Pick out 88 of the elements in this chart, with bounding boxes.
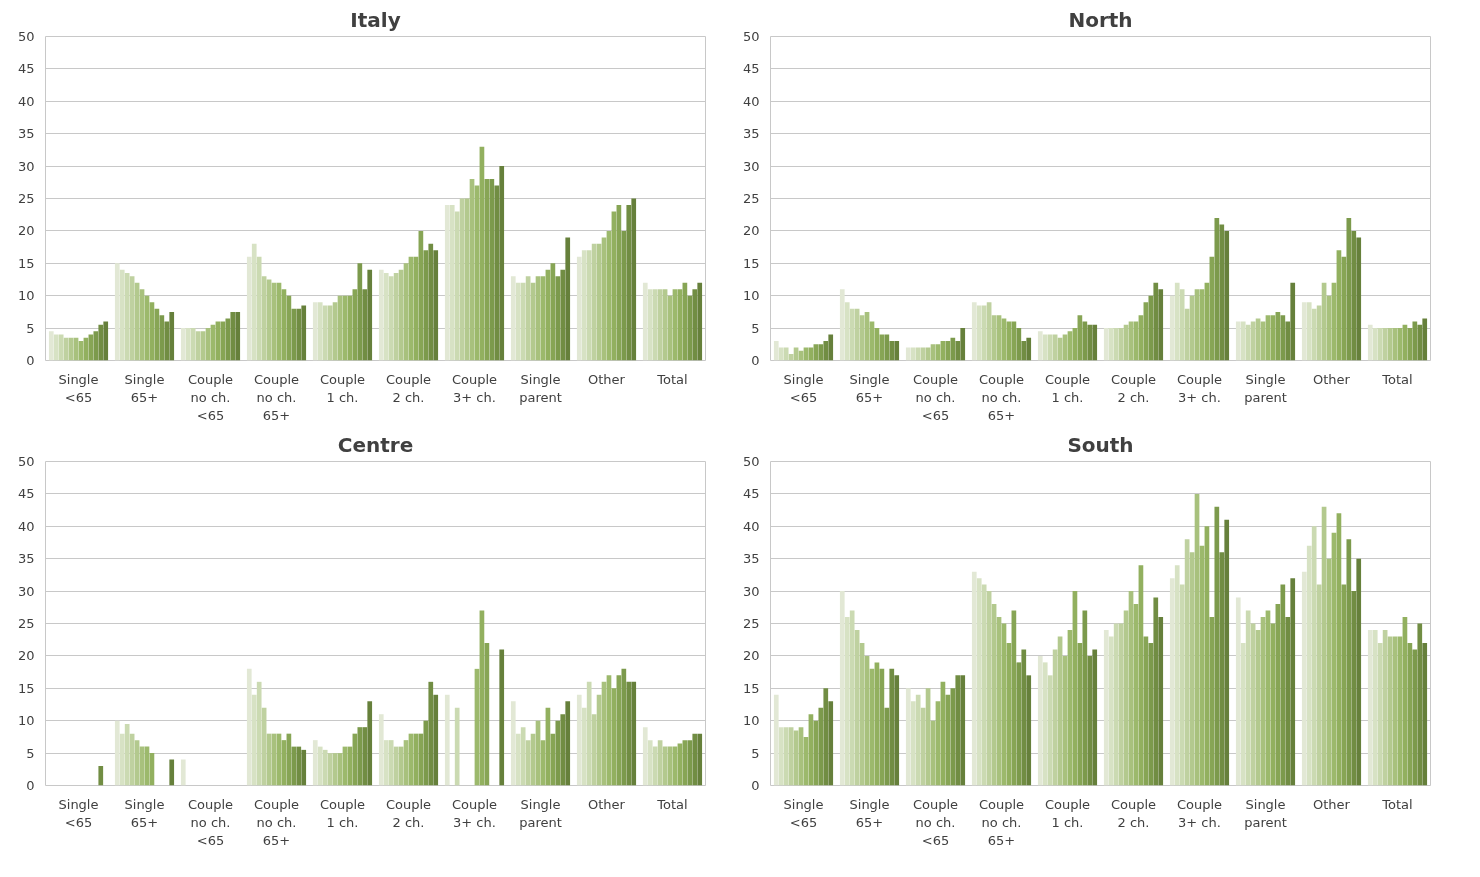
x-tick-label: Single 65+ [849,796,890,830]
x-tick-label: Couple no ch. <65 [187,371,234,423]
x-tick-label: Total [1381,796,1413,812]
y-tick-label: 5 [26,320,35,336]
y-tick-label: 20 [742,648,760,664]
x-tick-label: Couple 2 ch. [1110,796,1157,830]
chart-title: Italy [350,7,401,32]
y-tick-label: 10 [17,288,35,304]
x-tick-label: Single 65+ [124,371,165,405]
x-tick-label: Couple 2 ch. [385,796,432,830]
x-tick-label: Single parent [1244,796,1287,830]
y-tick-label: 10 [17,713,35,729]
x-tick-label: Total [656,796,688,812]
x-tick-label: Other [1313,796,1351,812]
x-tick-label: Couple 3+ ch. [451,796,498,830]
y-tick-label: 0 [751,353,760,368]
x-tick-label: Single <65 [58,371,99,405]
y-tick-label: 25 [742,191,760,206]
y-tick-label: 40 [742,93,760,109]
y-tick-label: 15 [742,255,760,271]
x-tick-label: Couple no ch. 65+ [978,796,1025,848]
x-tick-label: Couple no ch. <65 [912,371,959,423]
y-tick-label: 45 [742,61,760,77]
y-tick-label: 15 [17,255,35,271]
x-tick-label: Couple no ch. 65+ [978,371,1025,423]
y-tick-label: 10 [742,713,760,729]
x-tick-label: Couple 1 ch. [1044,796,1091,830]
y-tick-label: 5 [751,745,760,761]
y-tick-label: 50 [742,29,760,44]
y-tick-label: 30 [17,158,35,174]
y-tick-label: 10 [742,288,760,304]
x-tick-label: Couple no ch. <65 [912,796,959,848]
y-tick-label: 45 [17,61,35,77]
chart-title: Centre [337,432,414,457]
y-tick-label: 30 [742,158,760,174]
y-tick-label: 35 [742,551,760,567]
x-tick-label: Couple 2 ch. [1110,371,1157,405]
y-tick-label: 0 [26,353,35,368]
x-tick-label: Couple 1 ch. [319,371,366,405]
y-tick-label: 0 [26,778,35,793]
y-tick-label: 50 [17,29,35,44]
chart-title: North [1068,7,1133,32]
y-tick-label: 5 [751,320,760,336]
x-tick-label: Couple 1 ch. [1044,371,1091,405]
y-tick-label: 50 [17,454,35,469]
y-tick-label: 15 [742,680,760,696]
x-tick-label: Single <65 [58,796,99,830]
y-tick-label: 40 [742,518,760,534]
x-tick-label: Couple no ch. <65 [187,796,234,848]
y-tick-label: 40 [17,518,35,534]
x-tick-label: Couple 3+ ch. [451,371,498,405]
x-tick-label: Single 65+ [124,796,165,830]
x-tick-label: Couple 3+ ch. [1176,796,1223,830]
x-tick-label: Other [588,371,626,387]
y-tick-label: 20 [17,648,35,664]
y-tick-label: 25 [17,191,35,206]
y-tick-label: 45 [17,486,35,502]
y-tick-label: 20 [17,223,35,239]
x-tick-label: Single 65+ [849,371,890,405]
x-tick-label: Couple no ch. 65+ [253,796,300,848]
x-tick-label: Single parent [519,371,562,405]
y-tick-label: 5 [26,745,35,761]
y-tick-label: 40 [17,93,35,109]
x-tick-label: Single parent [1244,371,1287,405]
y-tick-label: 30 [17,583,35,599]
y-tick-label: 20 [742,223,760,239]
x-tick-label: Single parent [519,796,562,830]
x-tick-label: Total [656,371,688,387]
y-tick-label: 35 [17,126,35,142]
x-tick-label: Other [1313,371,1351,387]
y-tick-label: 30 [742,583,760,599]
x-tick-label: Total [1381,371,1413,387]
x-tick-label: Couple 3+ ch. [1176,371,1223,405]
y-tick-label: 35 [17,551,35,567]
x-tick-label: Single <65 [783,371,824,405]
x-tick-label: Couple no ch. 65+ [253,371,300,423]
chart-title: South [1067,432,1134,457]
y-tick-label: 50 [742,454,760,469]
x-tick-label: Couple 2 ch. [385,371,432,405]
y-tick-label: 45 [742,486,760,502]
y-tick-label: 15 [17,680,35,696]
x-tick-label: Other [588,796,626,812]
y-tick-label: 0 [751,778,760,793]
x-tick-label: Couple 1 ch. [319,796,366,830]
y-tick-label: 25 [17,616,35,631]
y-tick-label: 25 [742,616,760,631]
x-tick-label: Single <65 [783,796,824,830]
y-tick-label: 35 [742,126,760,142]
